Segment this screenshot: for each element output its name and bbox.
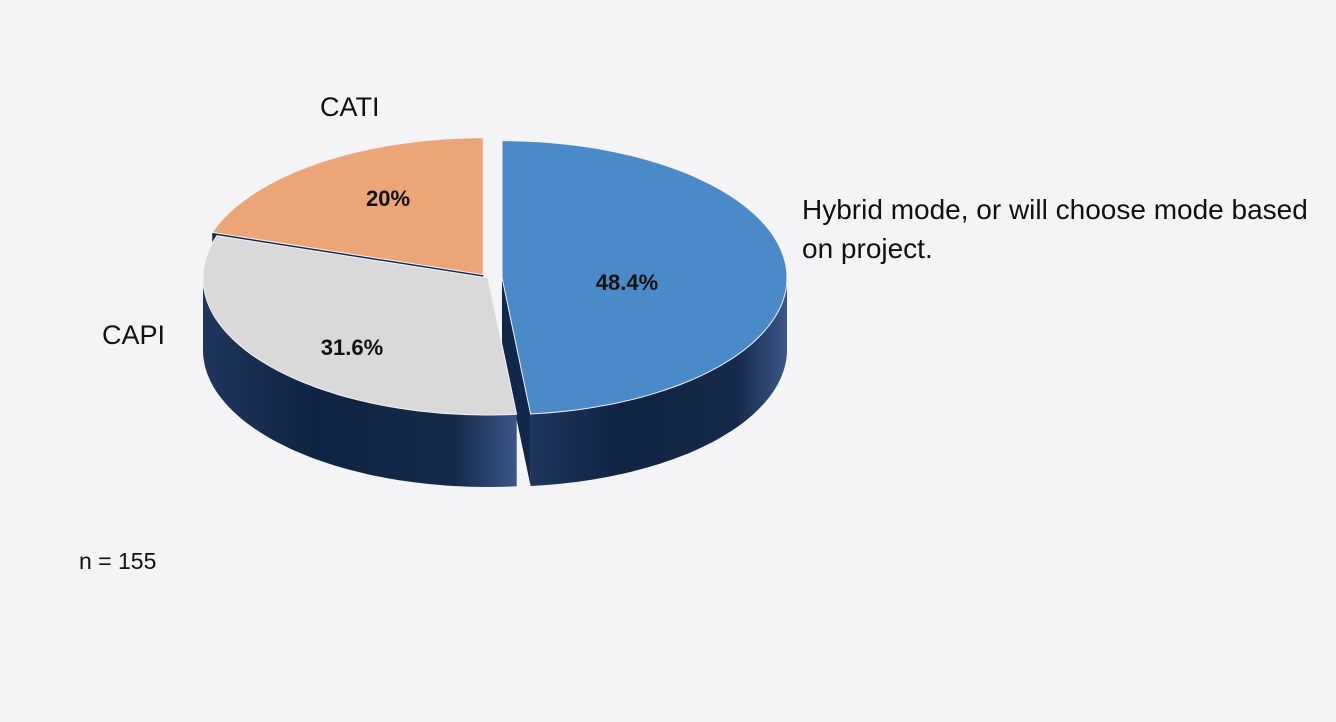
- slice-top-2: [211, 137, 484, 276]
- data-label-hybrid: 48.4%: [595, 270, 659, 295]
- slice-label-cati: CATI: [320, 92, 380, 122]
- slice-cut-face-0-1: [501, 277, 531, 486]
- slice-side-0: [530, 279, 787, 486]
- data-label-capi: 31.6%: [320, 335, 384, 360]
- data-label-cati: 20%: [365, 186, 411, 211]
- pie-tops: [202, 137, 788, 416]
- slice-side-1: [203, 278, 517, 487]
- sample-size-note: n = 155: [79, 548, 157, 574]
- slice-top-0: [501, 140, 788, 415]
- slice-label-capi: CAPI: [102, 320, 166, 350]
- slice-top-1: [202, 235, 518, 416]
- slice-label-hybrid: Hybrid mode, or will choose mode based o…: [802, 194, 1308, 264]
